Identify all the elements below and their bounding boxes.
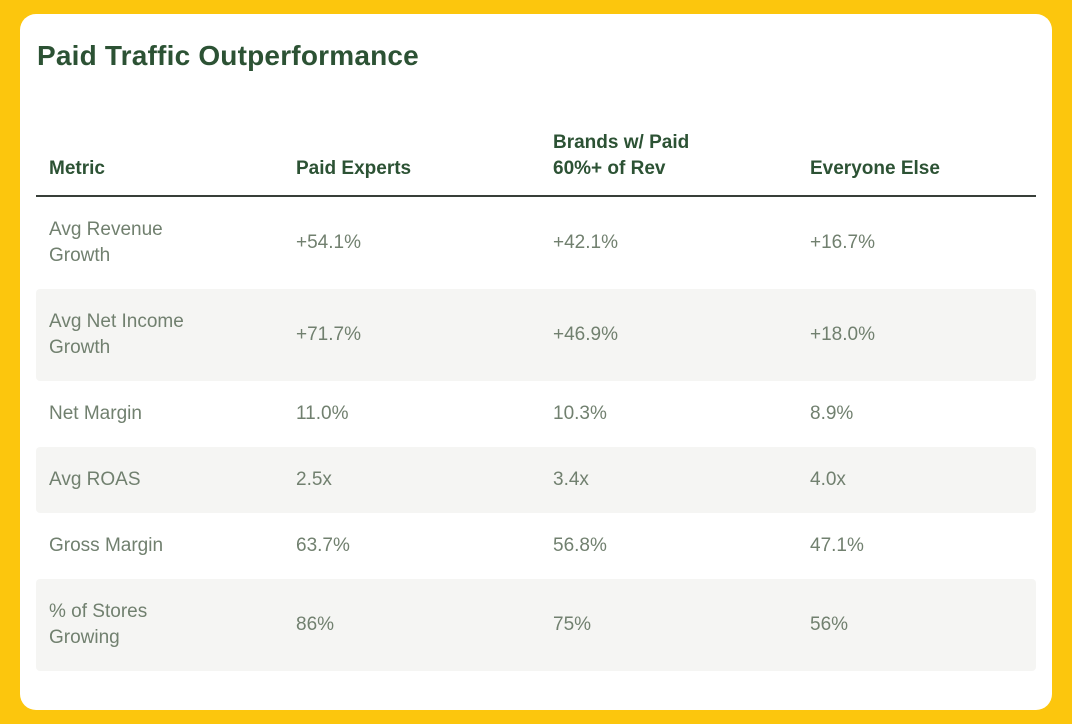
table-row: Avg ROAS 2.5x 3.4x 4.0x [36,447,1036,513]
table-row: Avg Net Income Growth +71.7% +46.9% +18.… [36,289,1036,381]
value-paid-experts: 86% [296,614,335,635]
value-brands-60-percent: 3.4x [553,469,589,490]
column-header-paid-experts: Paid Experts [296,158,412,179]
value-everyone-else: 56% [810,614,849,635]
value-paid-experts: 2.5x [296,469,332,490]
value-paid-experts: +71.7% [296,324,361,345]
value-everyone-else: 47.1% [810,535,864,556]
value-brands-60-percent: 10.3% [553,403,607,424]
metric-label: % of Stores Growing [49,601,148,648]
column-header-metric: Metric [49,158,105,179]
value-everyone-else: 4.0x [810,469,846,490]
table-row: % of Stores Growing 86% 75% 56% [36,579,1036,671]
table-body: Avg Revenue Growth +54.1% +42.1% +16.7% … [36,197,1036,671]
value-brands-60-percent: +42.1% [553,232,618,253]
metric-label: Avg Net Income Growth [49,311,184,358]
table-row: Avg Revenue Growth +54.1% +42.1% +16.7% [36,197,1036,289]
value-paid-experts: 63.7% [296,535,350,556]
column-header-everyone-else: Everyone Else [810,158,940,179]
value-everyone-else: +18.0% [810,324,875,345]
metrics-table: Metric Paid Experts Brands w/ Paid 60%+ … [36,130,1036,671]
value-paid-experts: 11.0% [296,403,349,424]
table-row: Net Margin 11.0% 10.3% 8.9% [36,381,1036,447]
value-brands-60-percent: 56.8% [553,535,607,556]
column-header-brands-60-percent: Brands w/ Paid 60%+ of Rev [553,132,690,179]
value-brands-60-percent: 75% [553,614,592,635]
metric-label: Net Margin [49,403,142,424]
value-paid-experts: +54.1% [296,232,361,253]
card: Paid Traffic Outperformance Metric Paid … [20,14,1052,710]
metric-label: Avg ROAS [49,469,141,490]
table-header-row: Metric Paid Experts Brands w/ Paid 60%+ … [36,130,1036,197]
value-brands-60-percent: +46.9% [553,324,618,345]
table-row: Gross Margin 63.7% 56.8% 47.1% [36,513,1036,579]
value-everyone-else: +16.7% [810,232,875,253]
metric-label: Avg Revenue Growth [49,219,163,266]
metric-label: Gross Margin [49,535,164,556]
page-title: Paid Traffic Outperformance [37,40,419,71]
value-everyone-else: 8.9% [810,403,854,424]
